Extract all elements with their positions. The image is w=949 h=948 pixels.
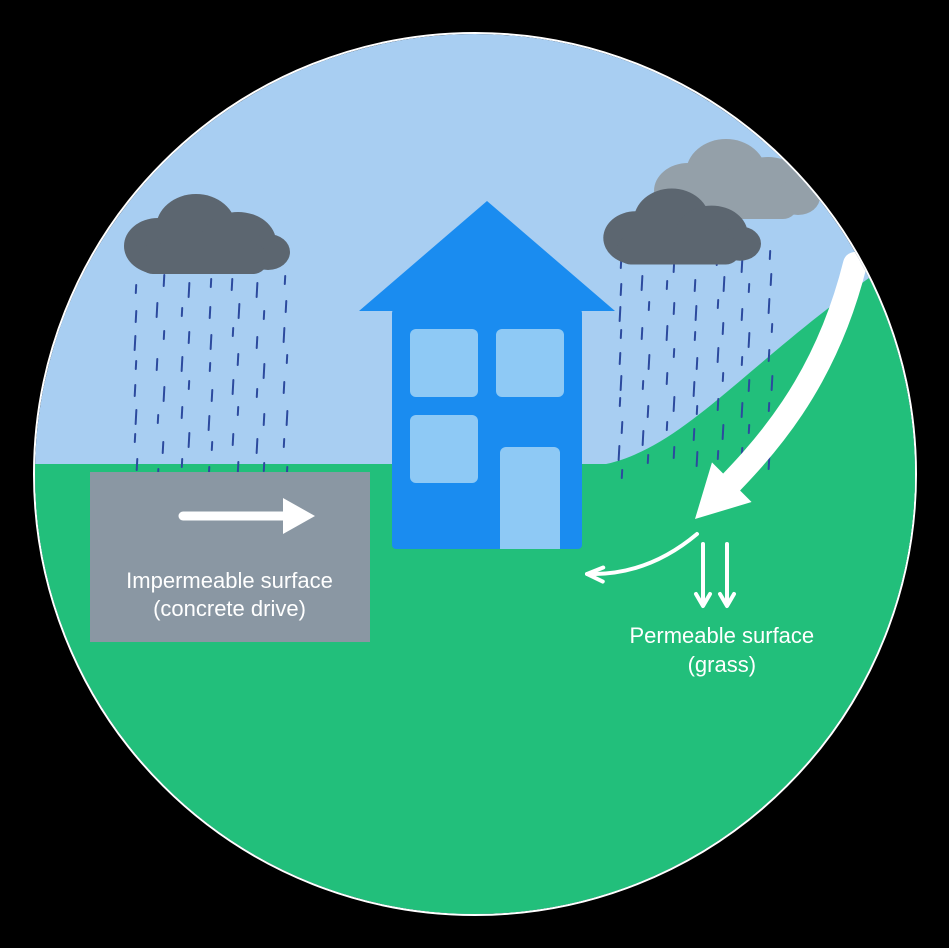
diagram-circle: Impermeable surface (concrete drive) Per… <box>33 32 917 916</box>
permeable-label-line1: Permeable surface <box>630 622 815 651</box>
lateral-flow-arrow-icon <box>35 34 737 614</box>
permeable-label-line2: (grass) <box>630 651 815 680</box>
diagram-stage: Impermeable surface (concrete drive) Per… <box>0 0 949 948</box>
permeable-label: Permeable surface (grass) <box>630 622 815 679</box>
infiltration-arrow-2-icon <box>712 538 742 618</box>
